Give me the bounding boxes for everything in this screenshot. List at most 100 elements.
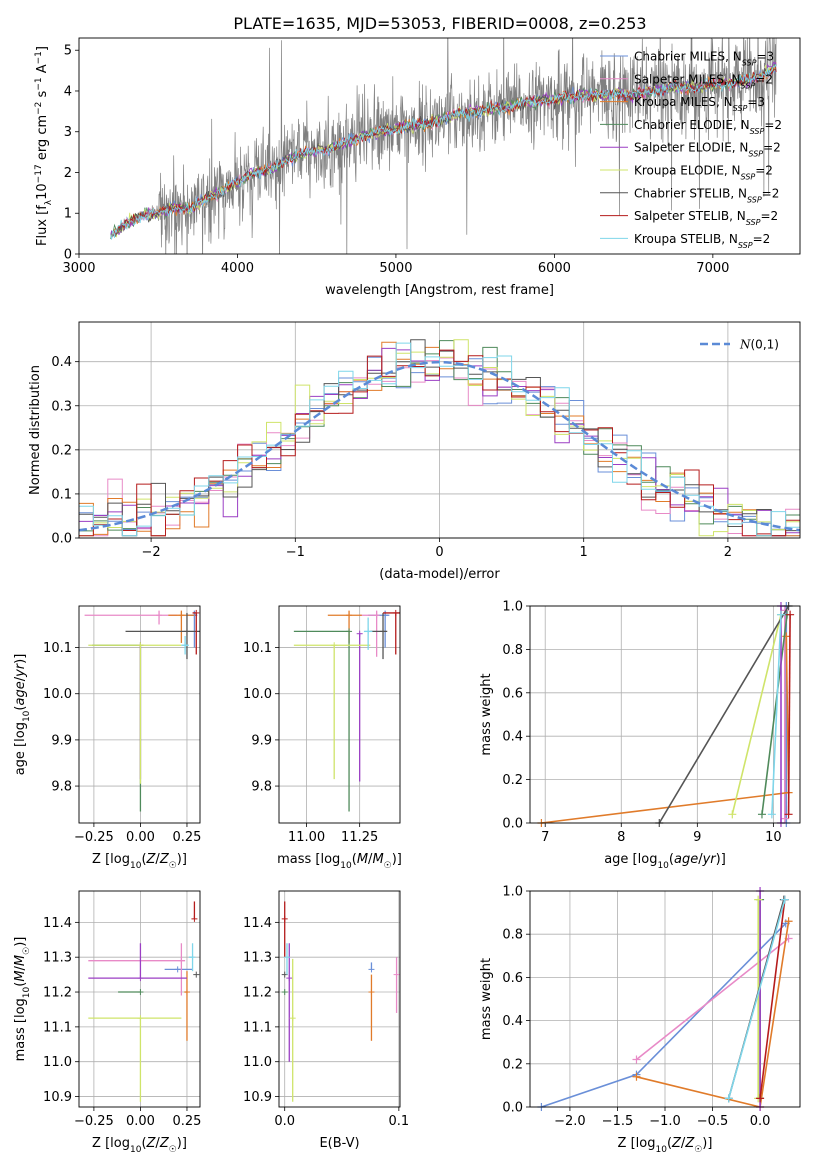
model-spectrum: [110, 64, 777, 240]
y-tick-label: 11.0: [43, 1055, 72, 1070]
age_vs_mass-frame: [278, 605, 401, 824]
weight-line: [541, 636, 790, 824]
weight-marker: [632, 1055, 641, 1064]
y-tick-label: 4: [64, 84, 72, 99]
y-tick-label: 10.1: [43, 641, 72, 656]
weight-marker: [728, 810, 737, 819]
weight_vs_Z-lines: [537, 887, 793, 1111]
x-tick-label: 6000: [538, 261, 571, 276]
x-tick-label: 11.25: [341, 830, 378, 845]
weight_vs_age-axes: 7 8 9 10 0.0 0.2 0.4 0.6 0.8 1.0: [502, 600, 800, 845]
y-tick-label: 11.2: [43, 986, 72, 1001]
x-tick-label: 2: [724, 545, 732, 560]
y-tick-label: 11.0: [243, 1055, 272, 1070]
x-axis-label: mass [log10(M/M☉)]: [277, 852, 402, 871]
y-tick-label: 11.1: [43, 1020, 72, 1035]
x-tick-label: 0.25: [172, 830, 201, 845]
weight-marker: [754, 895, 763, 904]
figure-title: PLATE=1635, MJD=53053, FIBERID=0008, z=0…: [233, 14, 646, 33]
y-tick-label: 11.1: [243, 1020, 272, 1035]
legend-entry: N(0,1): [739, 338, 779, 352]
weight-line: [759, 899, 786, 1099]
mass_vs_Z-frame: [78, 890, 201, 1108]
legend-entry: Salpeter STELIB, NSSP=2: [634, 209, 778, 227]
y-tick-label: 0.0: [502, 1101, 523, 1116]
gaussian-curve: [78, 360, 801, 532]
x-tick-label: −2: [142, 545, 161, 560]
weight-line: [731, 614, 782, 815]
weight-marker: [780, 814, 789, 823]
x-tick-label: 0: [435, 545, 443, 560]
x-tick-label: 5000: [379, 261, 412, 276]
y-tick-label: 11.3: [243, 951, 272, 966]
age_vs_Z-axes: −0.25 0.00 0.25 9.8 9.9 10.0 10.1: [43, 606, 201, 845]
x-tick-label: 4000: [221, 261, 254, 276]
weight-line: [658, 605, 790, 824]
x-tick-label: 3000: [62, 261, 95, 276]
y-axis-label: mass weight: [479, 958, 494, 1040]
legend-entry: Kroupa ELODIE, NSSP=2: [634, 164, 773, 182]
age_vs_Z-frame: [78, 605, 201, 824]
y-tick-label: 0.4: [502, 1014, 523, 1029]
weight_vs_Z-frame: [529, 890, 801, 1108]
y-tick-label: 10.1: [243, 641, 272, 656]
mass_vs_ebv-errorbars: [281, 901, 400, 1102]
age_vs_Z-errorbars: [84, 609, 200, 812]
y-tick-label: 11.4: [243, 916, 272, 931]
y-tick-label: 11.3: [43, 951, 72, 966]
spectrum-frame: [78, 37, 801, 255]
weight-marker: [784, 917, 793, 926]
y-axis-label: mass [log10(M/M☉)]: [13, 937, 32, 1062]
x-axis-label: age [log10(age/yr)]: [604, 852, 726, 871]
y-tick-label: 11.4: [43, 916, 72, 931]
y-tick-label: 0.4: [51, 355, 72, 370]
y-tick-label: 0.1: [51, 487, 72, 502]
weight_vs_age-lines: [537, 602, 795, 827]
y-tick-label: 0.0: [502, 817, 523, 832]
y-tick-label: 9.8: [51, 780, 72, 795]
x-tick-label: 0.00: [126, 1114, 155, 1129]
residuals-axes: −2 −1 0 1 2 0.0 0.1 0.2 0.3 0.4: [51, 322, 800, 560]
x-axis-label: Z [log10(Z/Z☉)]: [92, 1136, 187, 1155]
x-tick-label: 8: [617, 830, 625, 845]
y-axis-label: Flux [fλ10−17 erg cm−2 s−1 A−1]: [34, 46, 54, 246]
y-tick-label: 2: [64, 166, 72, 181]
x-tick-label: 0.0: [750, 1114, 771, 1129]
y-axis-label: Normed distribution: [28, 365, 43, 495]
weight-line: [727, 899, 786, 1099]
weight-line: [771, 614, 782, 815]
y-tick-label: 1.0: [502, 885, 523, 900]
weight_vs_age-frame: [529, 605, 801, 824]
weight-marker: [776, 610, 785, 619]
age_vs_mass-errorbars: [293, 609, 400, 812]
y-tick-label: 1.0: [502, 600, 523, 615]
y-tick-label: 0.8: [502, 643, 523, 658]
spectrum-lines: [110, 38, 777, 254]
x-tick-label: 9: [693, 830, 701, 845]
weight-marker: [786, 610, 795, 619]
y-tick-label: 0.6: [502, 971, 523, 986]
weight-marker: [784, 810, 793, 819]
y-tick-label: 9.9: [251, 733, 272, 748]
y-tick-label: 0.2: [51, 443, 72, 458]
x-tick-label: −0.5: [697, 1114, 729, 1129]
mass_vs_Z-errorbars: [88, 901, 200, 1102]
x-tick-label: 0.1: [389, 1114, 410, 1129]
x-axis-label: E(B-V): [319, 1136, 359, 1151]
weight-marker: [780, 895, 789, 904]
y-tick-label: 0: [64, 248, 72, 263]
x-axis-label: (data-model)/error: [379, 567, 500, 582]
x-tick-label: 10: [765, 830, 782, 845]
x-axis-label: Z [log10(Z/Z☉)]: [92, 852, 187, 871]
weight-line: [787, 614, 791, 815]
observed-spectrum: [110, 38, 777, 254]
y-axis-label: mass weight: [479, 673, 494, 755]
y-tick-label: 9.9: [51, 733, 72, 748]
x-tick-label: 1: [580, 545, 588, 560]
x-tick-label: 0.0: [274, 1114, 295, 1129]
x-tick-label: −0.25: [74, 1114, 114, 1129]
x-axis-label: wavelength [Angstrom, rest frame]: [325, 283, 554, 298]
spectrum-axes: 3000 4000 5000 6000 7000 0 1 2 3 4 5: [62, 44, 729, 276]
weight-line: [761, 614, 788, 815]
x-tick-label: 7000: [696, 261, 729, 276]
